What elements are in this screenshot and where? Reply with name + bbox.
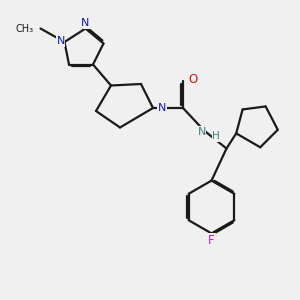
Text: N: N xyxy=(81,18,89,28)
Text: F: F xyxy=(208,233,215,247)
Text: O: O xyxy=(188,73,198,86)
Text: N: N xyxy=(197,127,206,137)
Text: H: H xyxy=(212,131,220,141)
Text: N: N xyxy=(158,103,166,113)
Text: N: N xyxy=(56,36,65,46)
Text: CH₃: CH₃ xyxy=(16,23,34,34)
